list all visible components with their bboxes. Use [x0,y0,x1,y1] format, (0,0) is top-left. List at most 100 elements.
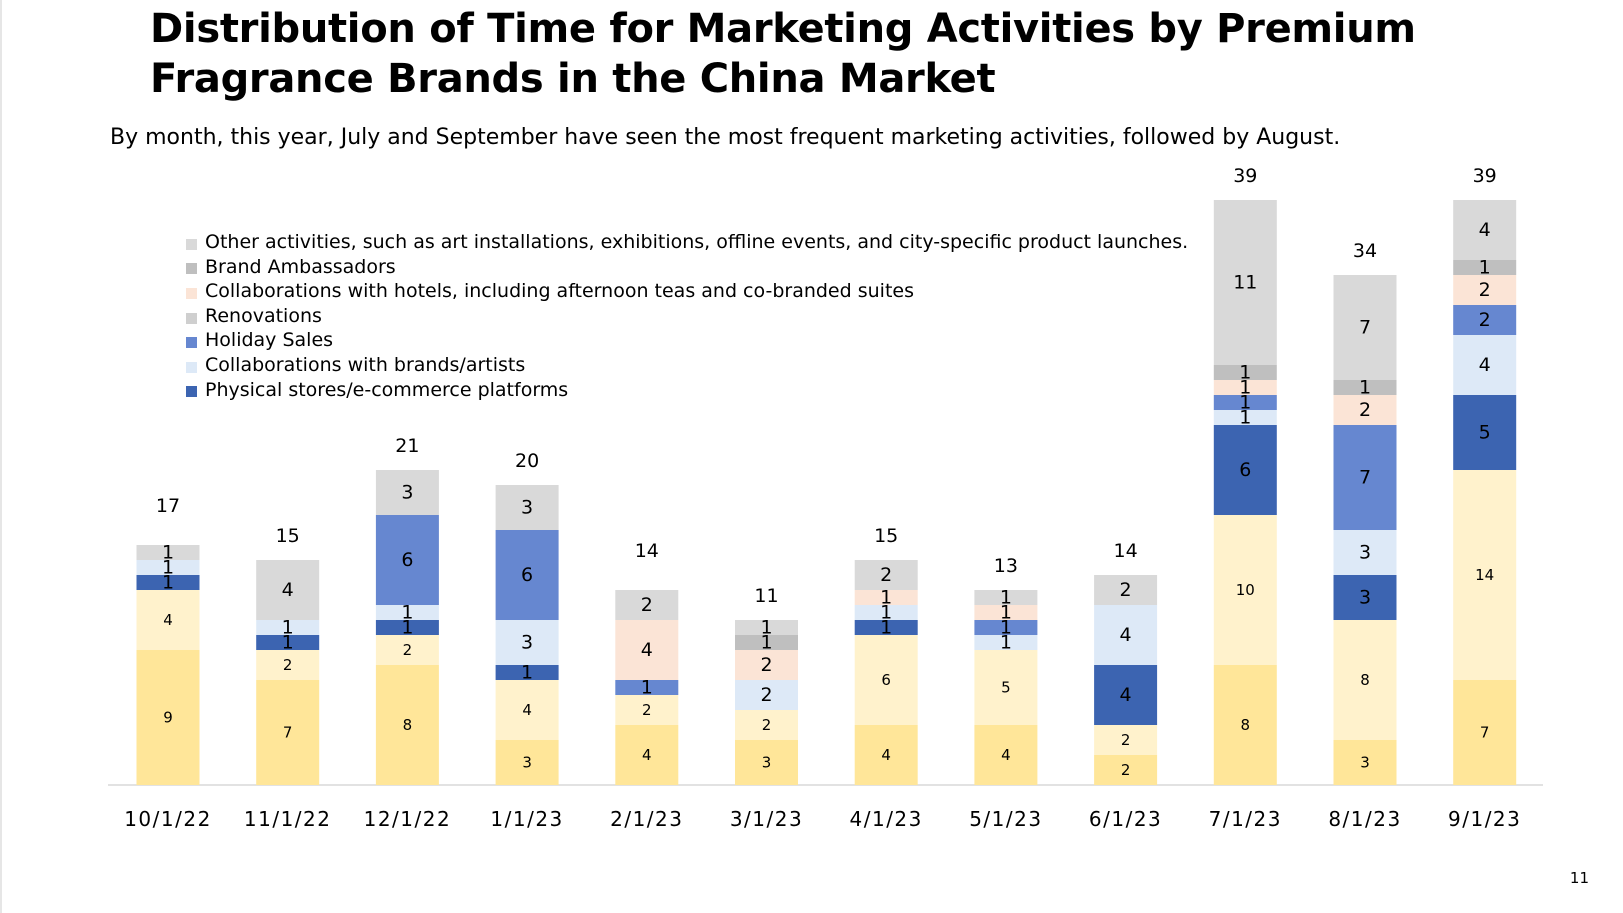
segment-value-label: 7 [1359,467,1371,489]
segment-value-label: 2 [1359,399,1371,421]
segment-value-label: 3 [521,632,533,654]
bar-segment [1094,725,1158,755]
segment-value-label: 5 [1479,422,1491,444]
bar-segment [1213,425,1277,515]
bar-total-label: 15 [276,525,300,547]
segment-value-label: 2 [1121,731,1131,749]
bar-segment [1094,755,1158,785]
bar-segment [1453,335,1517,395]
segment-value-label: 1 [162,542,174,564]
bar-segment [136,560,200,575]
bar-total-label: 14 [635,540,659,562]
segment-value-label: 10 [1236,581,1255,599]
bar-segment [1453,680,1517,785]
legend-label: Renovations [205,304,322,327]
bar-segment [495,485,559,530]
bar-segment [735,650,798,680]
bar-segment [375,470,439,515]
bar-segment [1094,665,1158,725]
segment-value-label: 4 [641,639,653,661]
bar-segment [375,605,439,620]
bar-segment [1213,665,1277,785]
bar-segment [974,590,1038,605]
x-tick-label: 4/1/23 [850,807,923,831]
segment-value-label: 14 [1475,566,1494,584]
segment-value-label: 2 [1120,579,1132,601]
x-tick-label: 8/1/23 [1328,807,1401,831]
segment-value-label: 1 [1359,377,1371,399]
legend-item: Collaborations with hotels, including af… [186,279,1188,304]
bar-segment [854,560,918,590]
bar-segment [974,635,1038,650]
legend-swatch [186,238,197,250]
bar-segment [1213,410,1277,425]
legend-swatch [186,386,197,398]
bar-segment [615,695,679,725]
bar-segment [256,635,320,650]
segment-value-label: 2 [403,641,413,659]
legend-item: Brand Ambassadors [186,255,1188,280]
segment-value-label: 1 [1239,407,1251,429]
bar-segment [974,725,1038,785]
bar-segment [495,620,559,665]
segment-value-label: 2 [760,654,772,676]
bar-segment [375,620,439,635]
segment-value-label: 4 [1120,624,1132,646]
segment-value-label: 1 [521,662,533,684]
segment-value-label: 3 [401,482,413,504]
bar-segment [1453,260,1517,275]
segment-value-label: 6 [1239,459,1251,481]
segment-value-label: 6 [401,549,413,571]
bar-total-label: 39 [1473,165,1497,187]
segment-value-label: 1 [880,617,892,639]
segment-value-label: 2 [760,684,772,706]
bar-segment [1213,515,1277,665]
segment-value-label: 4 [163,611,173,629]
bar-total-label: 17 [156,495,180,517]
segment-value-label: 1 [282,632,294,654]
segment-value-label: 2 [642,701,652,719]
bar-segment [615,590,679,620]
segment-value-label: 6 [521,564,533,586]
bar-segment [1094,605,1158,665]
segment-value-label: 1 [282,617,294,639]
bar-total-label: 20 [515,450,539,472]
page-subtitle: By month, this year, July and September … [110,125,1341,150]
segment-value-label: 1 [1000,587,1012,609]
bar-segment [1333,275,1397,380]
bar-segment [136,575,200,590]
segment-value-label: 4 [1120,684,1132,706]
segment-value-label: 1 [641,677,653,699]
segment-value-label: 2 [283,656,293,674]
bar-segment [375,635,439,665]
x-tick-label: 3/1/23 [730,807,803,831]
segment-value-label: 6 [881,671,891,689]
bar-segment [615,725,679,785]
bar-segment [1333,740,1397,785]
bar-segment [1333,530,1397,575]
bar-total-label: 13 [994,555,1018,577]
bar-segment [1094,575,1158,605]
bar-segment [735,710,798,740]
legend-item: Other activities, such as art installati… [186,230,1188,255]
segment-value-label: 1 [1000,632,1012,654]
page-number: 11 [1569,869,1589,887]
bar-segment [256,650,320,680]
legend-swatch [186,263,197,275]
bar-segment [495,665,559,680]
bar-segment [854,605,918,620]
x-tick-label: 2/1/23 [610,807,683,831]
segment-value-label: 2 [1479,279,1491,301]
bar-segment [1213,395,1277,410]
bar-segment [854,620,918,635]
bar-segment [1453,305,1517,335]
segment-value-label: 1 [1239,362,1251,384]
legend-item: Renovations [186,304,1188,329]
x-tick-label: 9/1/23 [1448,807,1521,831]
bar-segment [1453,470,1517,680]
segment-value-label: 1 [1479,257,1491,279]
segment-value-label: 4 [522,701,532,719]
segment-value-label: 4 [642,746,652,764]
segment-value-label: 3 [1359,587,1371,609]
